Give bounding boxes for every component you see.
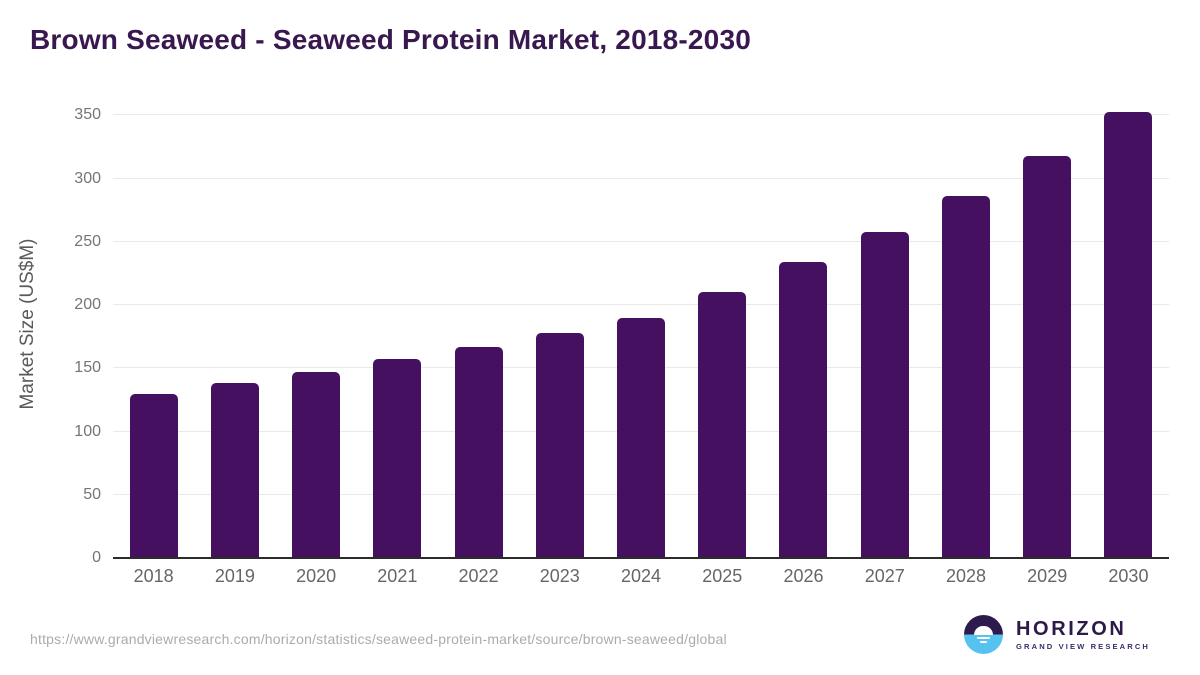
bar-slot-2020 xyxy=(275,90,356,558)
source-url: https://www.grandviewresearch.com/horizo… xyxy=(30,631,727,647)
bar-slot-2027 xyxy=(844,90,925,558)
xtick-label-2027: 2027 xyxy=(864,566,905,586)
bar-2021 xyxy=(373,359,422,558)
bar-2022 xyxy=(454,346,503,558)
bar-2025 xyxy=(698,292,747,558)
bar-2024 xyxy=(617,317,666,558)
xtick-label-2019: 2019 xyxy=(214,566,255,586)
xtick-label-2028: 2028 xyxy=(945,566,986,586)
bar-slot-2019 xyxy=(194,90,275,558)
bar-2026 xyxy=(779,262,828,558)
bar-slot-2029 xyxy=(1007,90,1088,558)
gridline-250 xyxy=(113,240,1169,242)
y-axis-title: Market Size (US$M) xyxy=(17,238,38,410)
bar-2023 xyxy=(535,332,584,558)
x-axis-labels-row: 2018 2019 2020 2021 2022 2023 2024 2025 2026 2027… xyxy=(113,566,1169,587)
bar-chart-plot-area: 0 50 100 150 200 250 300 350 xyxy=(74,90,1169,566)
logo-name: HORIZON xyxy=(1016,618,1127,640)
bar-slot-2023 xyxy=(519,90,600,558)
xtick-label-2020: 2020 xyxy=(296,566,337,586)
bar-slot-2022 xyxy=(438,90,519,558)
bar-slot-2018 xyxy=(113,90,194,558)
ytick-label-300: 300 xyxy=(74,169,101,187)
bar-2028 xyxy=(941,196,990,558)
bar-2018 xyxy=(129,393,178,558)
xtick-label-2030: 2030 xyxy=(1108,566,1149,586)
bar-2020 xyxy=(292,372,341,558)
xtick-label-2024: 2024 xyxy=(621,566,662,586)
gridline-350 xyxy=(113,114,1169,116)
ytick-label-200: 200 xyxy=(74,296,101,314)
bar-slot-2030 xyxy=(1088,90,1169,558)
bar-slot-2025 xyxy=(682,90,763,558)
logo-text: HORIZON GRAND VIEW RESEARCH xyxy=(1016,618,1150,651)
bar-slot-2026 xyxy=(763,90,844,558)
wave-icon xyxy=(977,636,991,639)
wave-icon xyxy=(980,641,988,644)
horizon-sun-over-water-icon xyxy=(964,615,1004,654)
bar-slot-2024 xyxy=(600,90,681,558)
xtick-label-2029: 2029 xyxy=(1027,566,1068,586)
xtick-label-2021: 2021 xyxy=(377,566,418,586)
ytick-label-50: 50 xyxy=(83,485,101,503)
bars-row xyxy=(113,90,1169,558)
bar-2019 xyxy=(210,383,259,558)
gridline-300 xyxy=(113,177,1169,179)
bar-2029 xyxy=(1023,155,1072,558)
xtick-label-2026: 2026 xyxy=(783,566,824,586)
bar-slot-2021 xyxy=(357,90,438,558)
ytick-label-250: 250 xyxy=(74,232,101,250)
ytick-label-0: 0 xyxy=(92,549,101,566)
bar-2027 xyxy=(860,231,909,558)
xtick-label-2018: 2018 xyxy=(133,566,174,586)
ytick-label-350: 350 xyxy=(74,106,101,124)
gridline-200 xyxy=(113,304,1169,306)
ytick-label-150: 150 xyxy=(74,359,101,377)
xtick-label-2025: 2025 xyxy=(702,566,743,586)
logo-tagline: GRAND VIEW RESEARCH xyxy=(1016,642,1150,651)
xtick-label-2023: 2023 xyxy=(539,566,580,586)
bar-slot-2028 xyxy=(925,90,1006,558)
horizon-logo: HORIZON GRAND VIEW RESEARCH xyxy=(964,615,1150,654)
bar-2030 xyxy=(1104,111,1153,558)
sun-icon xyxy=(974,625,994,635)
x-axis-line xyxy=(113,557,1169,559)
xtick-label-2022: 2022 xyxy=(458,566,499,586)
ytick-label-100: 100 xyxy=(74,422,101,440)
page-title: Brown Seaweed - Seaweed Protein Market, … xyxy=(30,24,751,55)
